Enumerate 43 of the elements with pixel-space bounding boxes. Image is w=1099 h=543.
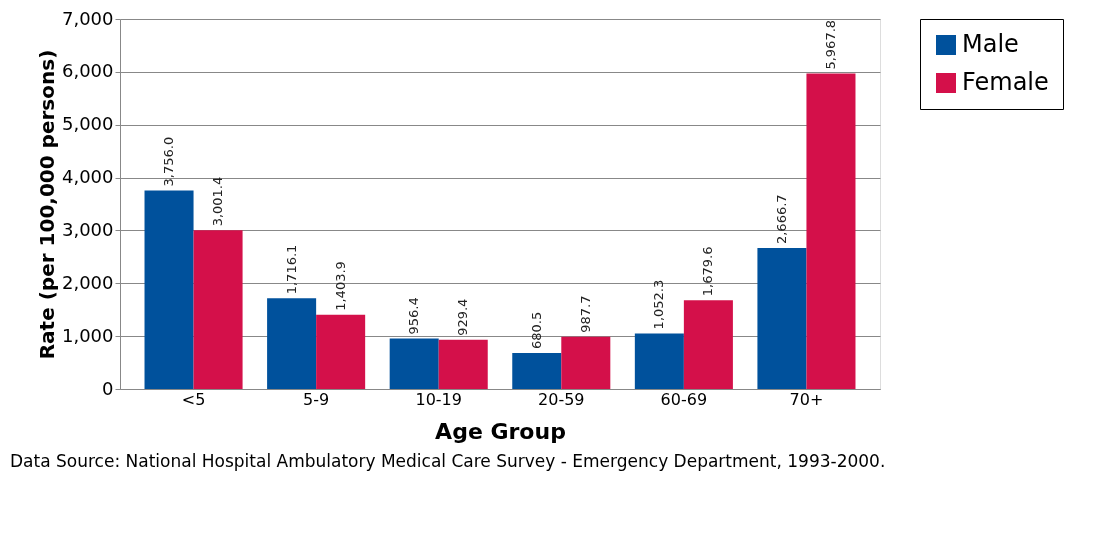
bar (561, 336, 611, 389)
bar (316, 314, 366, 389)
y-tick-label: 2,000 (61, 271, 114, 293)
legend-label: Male (962, 30, 1019, 58)
bar (267, 298, 317, 389)
x-tick-label: 20-59 (538, 389, 585, 409)
x-tick-label: <5 (181, 389, 206, 409)
bar (806, 73, 856, 389)
data-label: 2,666.7 (773, 194, 789, 245)
bar (512, 353, 562, 389)
source-note: Data Source: National Hospital Ambulatory Medical Care Survey - Emergency Department, 1993-2000. (10, 451, 886, 471)
data-label: 1,403.9 (332, 261, 348, 311)
y-tick-label: 0 (102, 377, 114, 399)
bar (144, 190, 194, 389)
data-label: 5,967.8 (822, 19, 838, 70)
data-label: 929.4 (455, 298, 471, 336)
data-label: 680.5 (528, 311, 544, 350)
data-label: 1,716.1 (283, 244, 299, 295)
x-axis-title: Age Group (435, 418, 566, 444)
y-tick-label: 5,000 (61, 113, 114, 135)
y-tick-label: 6,000 (61, 60, 114, 82)
data-label: 1,679.6 (700, 246, 716, 297)
data-label: 1,052.3 (651, 279, 667, 330)
bar (683, 300, 733, 389)
data-label: 987.7 (577, 295, 593, 333)
bar (757, 248, 807, 389)
y-tick-label: 1,000 (61, 324, 114, 346)
legend-label: Female (962, 68, 1049, 96)
bar (389, 338, 439, 389)
y-tick-label: 3,000 (61, 218, 114, 240)
x-tick-label: 10-19 (415, 389, 462, 409)
data-label: 956.4 (406, 297, 422, 335)
y-tick-label: 7,000 (61, 7, 114, 29)
data-label: 3,756.0 (161, 136, 177, 187)
y-tick-label: 4,000 (61, 166, 114, 188)
bar (634, 333, 684, 389)
x-tick-label: 70+ (789, 389, 824, 409)
data-label: 3,001.4 (210, 176, 226, 227)
bar (193, 230, 243, 389)
y-axis-title: Rate (per 100,000 persons) (34, 49, 59, 360)
x-tick-label: 5-9 (303, 389, 330, 409)
x-tick-label: 60-69 (660, 389, 708, 409)
bar (438, 339, 488, 389)
